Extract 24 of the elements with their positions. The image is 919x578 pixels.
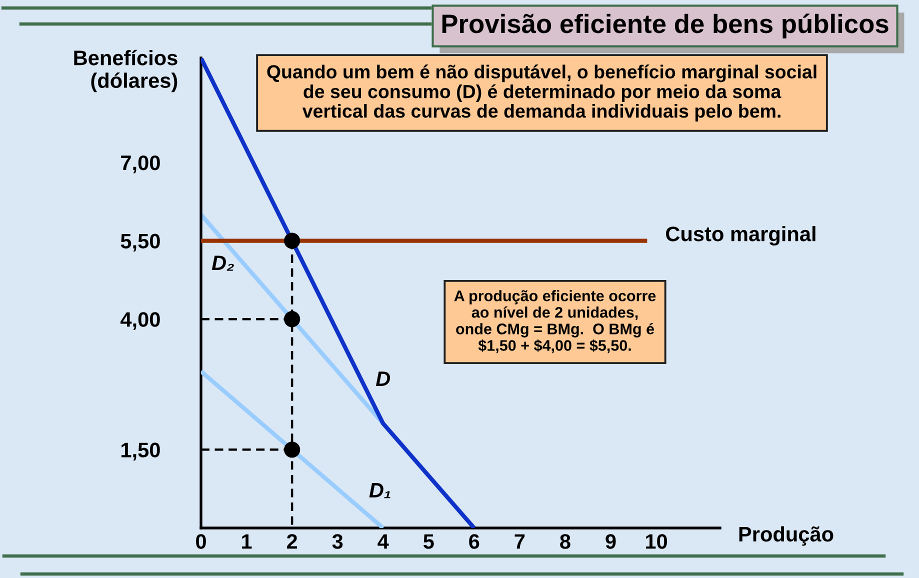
series-label: D₂ (212, 256, 234, 271)
series-label: D (376, 372, 390, 386)
y-tick-label: 7,00 (121, 155, 160, 174)
x-tick-label: 4 (378, 534, 389, 549)
y-tick-label: 1,50 (121, 442, 160, 460)
y-axis-title: Benefícios (dólares) (74, 50, 178, 92)
chart-title: Provisão eficiente de bens públicos (442, 14, 888, 38)
annotation: A produção eficiente ocorre ao nível de 2 unidades, onde CMg = BMg. O BMg é $1,50 + $4,00 = $5,50. (454, 290, 656, 354)
x-tick-label: 0 (196, 534, 206, 549)
x-tick-label: 10 (646, 534, 667, 549)
series-label: D₁ (369, 483, 390, 498)
x-tick-label: 3 (332, 534, 343, 549)
x-axis-title: Produção (739, 526, 834, 546)
y-tick-label: 4,00 (120, 312, 160, 330)
y-tick-label: 5,50 (120, 234, 160, 252)
annotation: Quando um bem é não disputável, o benefício marginal social de seu consumo (D) é determinado por meio da soma vertical das curvas de demanda individuais pelo bem. (267, 64, 816, 122)
x-tick-label: 1 (242, 534, 252, 549)
x-tick-label: 9 (606, 534, 616, 549)
x-tick-label: 7 (514, 534, 525, 549)
series-label: Custo marginal (666, 226, 816, 246)
x-tick-label: 8 (560, 534, 570, 549)
x-tick-label: 6 (469, 534, 480, 549)
x-tick-label: 5 (423, 534, 434, 549)
x-tick-label: 2 (286, 534, 298, 549)
